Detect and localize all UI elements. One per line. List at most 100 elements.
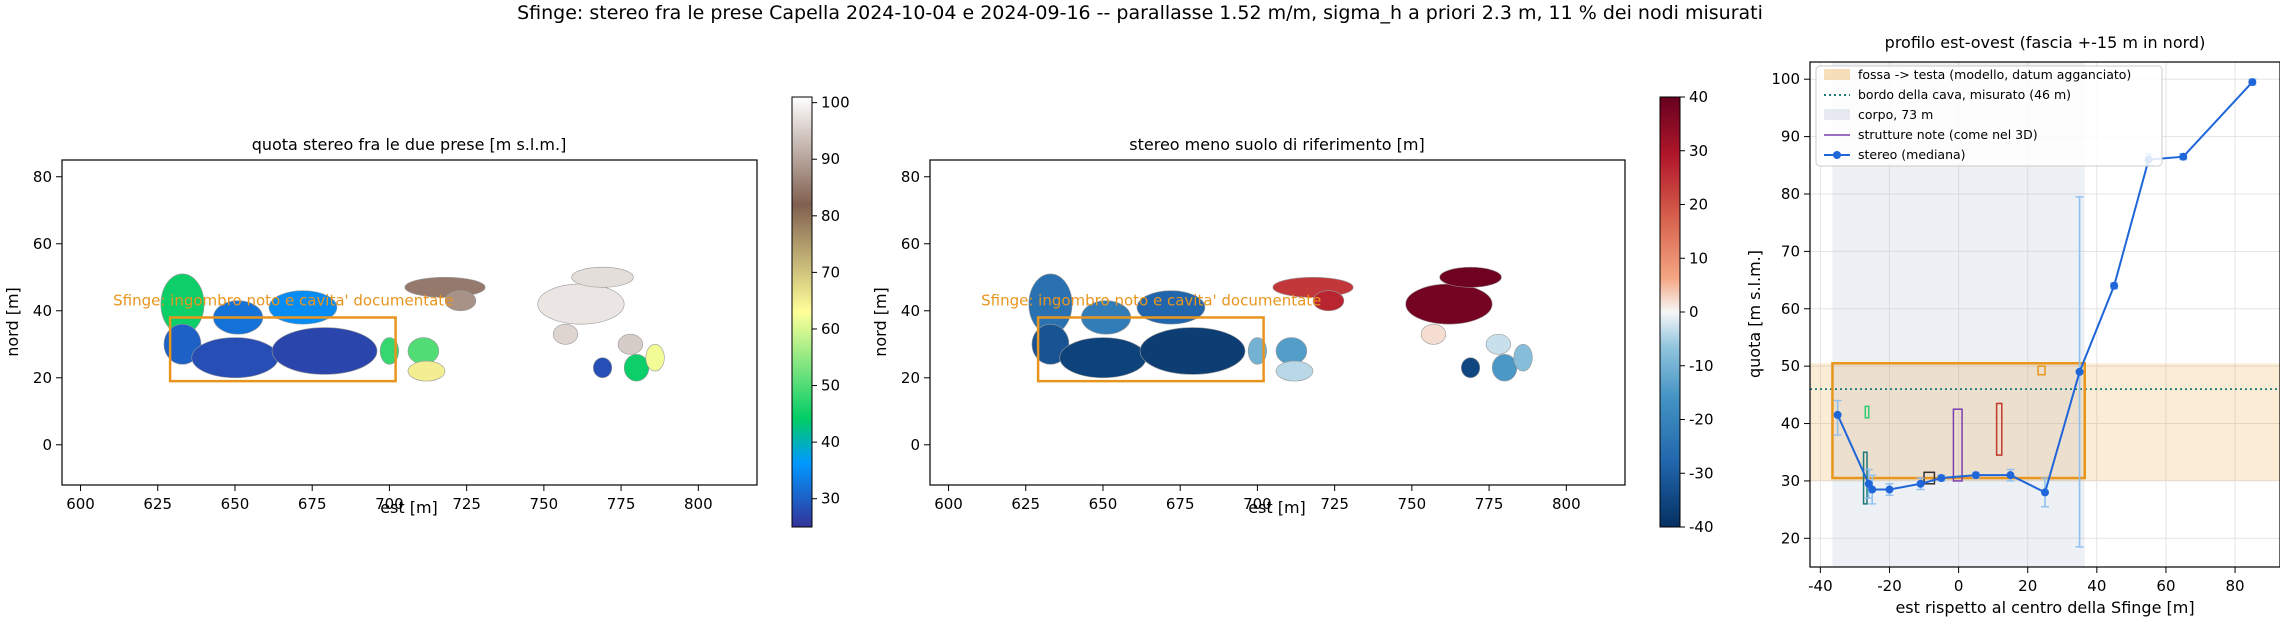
known-structure: [2037, 365, 2046, 376]
stereo-median-point: [2248, 78, 2257, 87]
p3-ytick-label: 90: [1781, 128, 1800, 146]
colorbar-tick-label: 90: [821, 150, 840, 168]
colorbar-tick-label: 50: [821, 377, 840, 395]
stereo-median-point: [1885, 485, 1894, 494]
p2-xtick-label: 625: [1011, 495, 1040, 513]
p1-xtick-label: 775: [607, 495, 636, 513]
panel2-heatmap-blobs: [1028, 266, 1533, 382]
p2-blob: [1485, 333, 1512, 355]
panel2-colorbar-ticks: -40 -30 -20 -10 0 10 20 30 40: [1680, 88, 1714, 536]
colorbar-tick-label: 40: [1689, 88, 1708, 106]
p2-xtick-label: 750: [1398, 495, 1427, 513]
p2-xtick-label: 775: [1475, 495, 1504, 513]
stereo-median-point: [1864, 479, 1873, 488]
p2-blob: [1059, 337, 1147, 379]
p3-ytick-label: 80: [1781, 185, 1800, 203]
panel2-xlabel: est [m]: [1248, 498, 1306, 517]
p1-xtick-label: 700: [375, 495, 404, 513]
panel3-ylabel: quota [m s.l.m.]: [1745, 250, 1764, 378]
p1-xtick-label: 600: [66, 495, 95, 513]
panel-stereo-meno-suolo: stereo meno suolo di riferimento [m] Sfi…: [871, 88, 1714, 536]
p1-blob: [191, 337, 279, 379]
p2-xtick-label: 800: [1552, 495, 1581, 513]
legend-swatch-fossa: [1824, 69, 1850, 80]
p2-blob: [1420, 323, 1447, 345]
p3-xtick-label: 60: [2156, 577, 2175, 595]
panel-quota-stereo: quota stereo fra le due prese [m s.l.m.]…: [3, 94, 850, 528]
known-structure: [1995, 402, 2003, 456]
p3-ytick-label: 70: [1781, 242, 1800, 260]
p3-ytick-label: 60: [1781, 300, 1800, 318]
p3-xtick-label: 20: [2018, 577, 2037, 595]
p1-blob: [271, 327, 378, 375]
p2-blob: [1275, 337, 1308, 365]
panel3-y-ticks: 20 30 40 50 60 70 80 90 100: [1771, 70, 1810, 547]
colorbar-tick-label: 40: [821, 433, 840, 451]
panel2-title: stereo meno suolo di riferimento [m]: [1129, 135, 1424, 154]
p1-xtick-label: 750: [530, 495, 559, 513]
p1-blob: [444, 290, 477, 312]
colorbar-tick-label: -10: [1689, 357, 1714, 375]
colorbar-tick-label: 70: [821, 263, 840, 281]
panel1-title: quota stereo fra le due prese [m s.l.m.]: [252, 135, 567, 154]
p1-blob: [645, 343, 665, 372]
stereo-median-point: [1937, 474, 1946, 483]
panel2-x-ticks: 600 625 650 675 700 725 750 775 800: [934, 485, 1581, 513]
p1-blob: [379, 337, 399, 365]
p2-xtick-label: 700: [1243, 495, 1272, 513]
p1-ytick-label: 80: [33, 168, 52, 186]
panel2-colorbar: [1659, 96, 1681, 528]
panel-profilo-est-ovest: profilo est-ovest (fascia +-15 m in nord…: [1745, 33, 2280, 617]
p2-ytick-label: 60: [901, 235, 920, 253]
panel2-annotation: Sfinge: ingombro noto e cavita' document…: [981, 291, 1321, 309]
colorbar-tick-label: 80: [821, 207, 840, 225]
p3-ytick-label: 100: [1771, 70, 1800, 88]
p3-ytick-label: 40: [1781, 415, 1800, 433]
p2-ytick-label: 0: [910, 436, 920, 454]
colorbar-tick-label: 20: [1689, 196, 1708, 214]
p1-ytick-label: 20: [33, 369, 52, 387]
fossa-testa-band: [1810, 363, 2280, 481]
p2-blob: [1491, 354, 1518, 382]
legend-label-strutture: strutture note (come nel 3D): [1858, 127, 2038, 142]
stereo-median-point: [2179, 152, 2188, 161]
p2-blob: [1247, 337, 1267, 365]
p1-xtick-label: 800: [684, 495, 713, 513]
panel2-axes-frame: [929, 159, 1626, 486]
panel1-colorbar-ticks: 30 40 50 60 70 80 90 100: [812, 94, 850, 508]
p2-blob: [1136, 290, 1206, 325]
panel1-sphinx-footprint: [168, 316, 397, 383]
p3-xtick-label: -40: [1808, 577, 1833, 595]
stereo-median-point: [2006, 471, 2015, 480]
p1-xtick-label: 625: [143, 495, 172, 513]
p1-xtick-label: 675: [298, 495, 327, 513]
legend-label-stereo: stereo (mediana): [1858, 147, 1966, 162]
colorbar-tick-label: 100: [821, 94, 850, 112]
panel1-xlabel: est [m]: [380, 498, 438, 517]
p3-xtick-label: 0: [1954, 577, 1964, 595]
panel2-sphinx-footprint: [1036, 316, 1265, 383]
legend-swatch-corpo: [1824, 109, 1850, 120]
p3-xtick-label: 40: [2087, 577, 2106, 595]
legend-marker-stereo: [1833, 151, 1841, 159]
colorbar-tick-label: -20: [1689, 411, 1714, 429]
legend-frame: [1815, 65, 2163, 167]
p1-blob: [407, 360, 446, 382]
p1-blob: [623, 354, 650, 382]
p1-blob: [537, 283, 625, 325]
panel3-axes-frame: [1809, 61, 2280, 568]
p2-blob: [1275, 360, 1314, 382]
p1-xtick-label: 650: [221, 495, 250, 513]
p2-xtick-label: 675: [1166, 495, 1195, 513]
panel2-ylabel: nord [m]: [871, 287, 890, 357]
panel1-heatmap-blobs: [160, 266, 665, 382]
stereo-median-point: [1971, 471, 1980, 480]
p2-blob: [1139, 327, 1246, 375]
p1-blob: [592, 357, 613, 379]
p1-blob: [617, 333, 644, 355]
p1-blob: [552, 323, 579, 345]
p1-xtick-label: 725: [452, 495, 481, 513]
panel2-y-ticks: 0 20 40 60 80: [901, 168, 930, 454]
p2-ytick-label: 20: [901, 369, 920, 387]
